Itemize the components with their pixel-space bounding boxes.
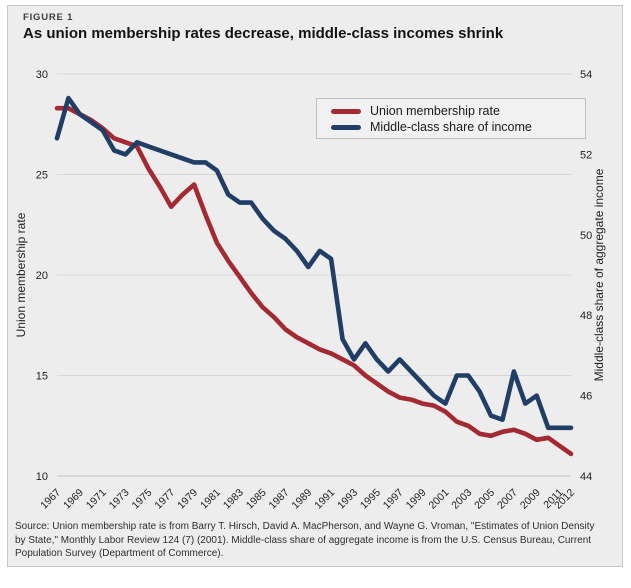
right-axis-tick-label: 52 [580, 149, 592, 161]
source-note: Source: Union membership rate is from Ba… [15, 521, 595, 559]
x-axis-tick-label: 1975 [129, 487, 154, 512]
x-axis-tick-label: 1971 [84, 487, 109, 512]
legend-item-middle-class: Middle-class share of income [331, 121, 585, 134]
legend-label-union-membership: Union membership rate [370, 104, 500, 118]
right-axis-title: Middle-class share of aggregate income [592, 168, 606, 381]
legend-item-union-membership: Union membership rate [331, 105, 585, 118]
x-axis-tick-label: 1997 [381, 487, 406, 512]
middle-class-line-swatch [331, 125, 361, 130]
chart-title: As union membership rates decrease, midd… [23, 25, 504, 42]
x-axis-tick-label: 1969 [61, 487, 86, 512]
left-axis-tick-label: 25 [36, 170, 48, 182]
right-axis-tick-label: 54 [580, 69, 592, 81]
x-axis-tick-label: 1991 [312, 487, 337, 512]
x-axis-tick-label: 1973 [107, 487, 132, 512]
right-axis-tick-label: 48 [580, 310, 592, 322]
x-axis-tick-label: 1995 [358, 487, 383, 512]
x-axis-tick-label: 1967 [38, 487, 63, 512]
x-axis-tick-label: 2009 [518, 487, 543, 512]
x-axis-tick-label: 1981 [198, 487, 223, 512]
figure-label: FIGURE 1 [23, 12, 74, 23]
x-axis-tick-label: 2001 [426, 487, 451, 512]
union-membership-line [54, 105, 574, 457]
x-axis-tick-label: 1983 [221, 487, 246, 512]
x-axis-tick-label: 2003 [449, 487, 474, 512]
x-axis-tick-label: 1989 [289, 487, 314, 512]
left-axis-tick-label: 10 [36, 471, 48, 483]
x-axis-tick-label: 1985 [244, 487, 269, 512]
middle-class-income-line [54, 95, 574, 431]
legend-label-middle-class: Middle-class share of income [370, 120, 532, 134]
union-line-swatch [331, 109, 361, 114]
x-axis-tick-label: 1999 [404, 487, 429, 512]
right-axis-tick-label: 44 [580, 471, 592, 483]
left-axis-tick-label: 20 [36, 270, 48, 282]
left-axis-tick-label: 15 [36, 371, 48, 383]
x-axis-tick-label: 1977 [152, 487, 177, 512]
x-axis-tick-label: 2005 [472, 487, 497, 512]
x-axis-tick-label: 1993 [335, 487, 360, 512]
left-axis-title: Union membership rate [14, 212, 28, 337]
x-axis-tick-label: 2007 [495, 487, 520, 512]
left-axis-tick-label: 30 [36, 69, 48, 81]
right-axis-tick-label: 46 [580, 391, 592, 403]
x-axis-tick-label: 1987 [267, 487, 292, 512]
chart-legend: Union membership rate Middle-class share… [316, 98, 586, 139]
right-axis-tick-label: 50 [580, 230, 592, 242]
x-axis-tick-label: 1979 [175, 487, 200, 512]
figure-panel: FIGURE 1 As union membership rates decre… [7, 5, 623, 567]
